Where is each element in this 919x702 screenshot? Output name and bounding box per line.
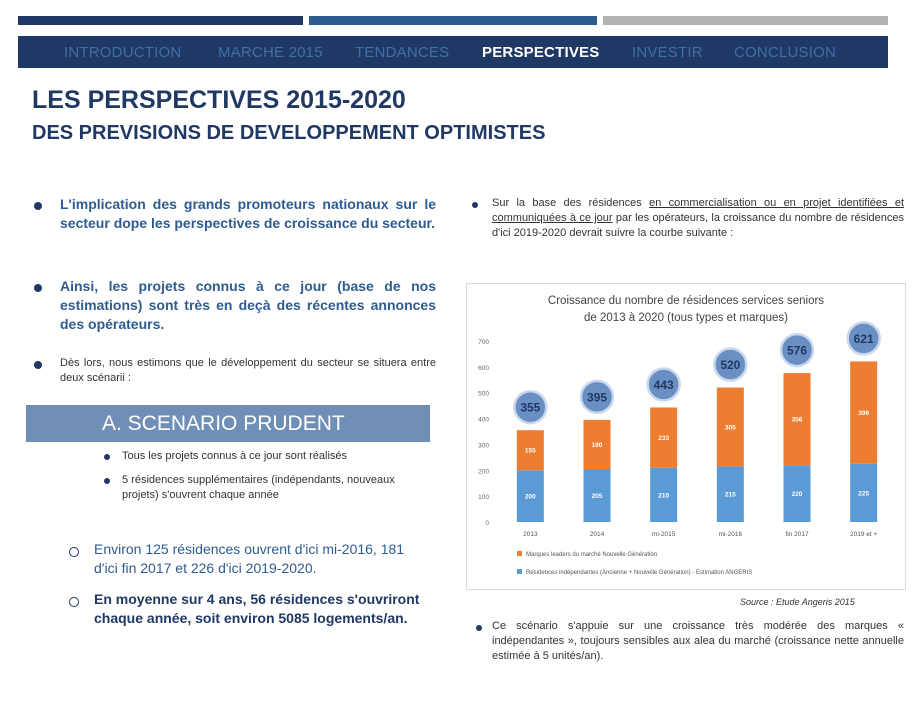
x-tick-label: 2019 et + xyxy=(850,531,877,538)
nav-item-conclusion[interactable]: CONCLUSION xyxy=(734,44,837,61)
scenario-header: A. SCENARIO PRUDENT xyxy=(26,405,430,442)
total-bubble xyxy=(779,332,815,368)
x-tick-label: mi-2015 xyxy=(652,531,676,538)
nav-item-introduction[interactable]: INTRODUCTION xyxy=(64,44,182,61)
growth-chart: Croissance du nombre de résidences servi… xyxy=(478,295,881,576)
y-tick-label: 400 xyxy=(478,417,489,424)
y-tick-label: 200 xyxy=(478,468,489,475)
outcome-1: Environ 125 résidences ouvrent d'ici mi-… xyxy=(94,541,405,576)
bar-value-label: 233 xyxy=(658,435,669,442)
scenario-title: A. SCENARIO PRUDENT xyxy=(102,411,345,435)
left-bullet-2: Ainsi, les projets connus à ce jour (bas… xyxy=(60,278,436,332)
nav-item-marche-2015[interactable]: MARCHE 2015 xyxy=(218,44,323,61)
y-tick-label: 300 xyxy=(478,442,489,449)
bar-segment-independantes xyxy=(650,467,678,522)
scenario-sub-2: 5 résidences supplémentaires (indépendan… xyxy=(122,474,395,501)
circle-bullet xyxy=(69,547,79,557)
x-tick-label: 2014 xyxy=(590,531,605,538)
page-subtitle: DES PREVISIONS DE DEVELOPPEMENT OPTIMIST… xyxy=(32,122,546,144)
total-bubble xyxy=(846,321,881,356)
y-tick-label: 600 xyxy=(478,365,489,372)
y-tick-label: 0 xyxy=(485,520,489,527)
x-tick-label: 2013 xyxy=(523,531,538,538)
bar-segment-marques xyxy=(516,430,544,471)
total-label: 621 xyxy=(854,332,874,346)
nav-item-tendances[interactable]: TENDANCES xyxy=(355,44,450,61)
bullet-dot xyxy=(104,454,110,460)
bullet-dot xyxy=(34,361,42,369)
top-bar-medium xyxy=(309,16,597,25)
bar-value-label: 190 xyxy=(592,442,603,449)
total-bubble xyxy=(713,347,748,382)
right-intro: Sur la base des résidences en commercial… xyxy=(492,196,904,241)
bar-value-label: 220 xyxy=(792,491,803,498)
nav-item-investir[interactable]: INVESTIR xyxy=(632,44,703,61)
total-label: 576 xyxy=(787,344,807,358)
total-label: 355 xyxy=(520,401,540,415)
chart-title: Croissance du nombre de résidences servi… xyxy=(548,295,824,307)
bar-value-label: 155 xyxy=(525,448,536,455)
outcome-2: En moyenne sur 4 ans, 56 résidences s'ou… xyxy=(94,591,420,626)
chart-container: Croissance du nombre de résidences servi… xyxy=(466,283,906,590)
bullet-dot xyxy=(472,202,478,208)
legend-swatch xyxy=(517,569,522,574)
left-bullet-3: Dès lors, nous estimons que le développe… xyxy=(60,357,436,384)
nav-item-perspectives[interactable]: PERSPECTIVES xyxy=(482,44,600,61)
bar-value-label: 225 xyxy=(858,490,869,497)
total-bubble xyxy=(513,389,548,425)
bar-value-label: 205 xyxy=(592,493,603,500)
bar-value-label: 210 xyxy=(658,492,669,499)
chart-title: de 2013 à 2020 (tous types et marques) xyxy=(584,312,788,324)
bar-segment-independantes xyxy=(716,466,744,522)
top-bar-dark xyxy=(18,16,303,25)
bar-value-label: 356 xyxy=(792,417,803,424)
bar-segment-independantes xyxy=(850,463,878,522)
bullet-dot xyxy=(104,478,110,484)
right-intro-pre: Sur la base des résidences xyxy=(492,197,650,209)
bar-segment-marques xyxy=(716,387,744,467)
total-label: 443 xyxy=(654,378,674,392)
circle-bullet xyxy=(69,597,79,607)
x-tick-label: fin 2017 xyxy=(785,531,809,538)
bar-value-label: 396 xyxy=(858,410,869,417)
legend-swatch xyxy=(517,551,522,556)
right-intro-post: par les opérateurs, la croissance du nom… xyxy=(492,212,904,239)
y-tick-label: 100 xyxy=(478,494,489,501)
bar-segment-marques xyxy=(583,419,611,469)
y-tick-label: 500 xyxy=(478,391,489,398)
bar-segment-marques xyxy=(783,373,811,466)
total-bubble xyxy=(646,367,681,402)
bar-value-label: 215 xyxy=(725,492,736,499)
right-bottom-bullet: Ce scénario s'appuie sur une croissance … xyxy=(492,620,904,662)
x-tick-label: mi-2016 xyxy=(719,531,743,538)
legend-label: Résidences indépendantes (Ancienne + Nou… xyxy=(526,570,752,576)
chart-source: Source : Etude Angeris 2015 xyxy=(740,597,855,607)
bullet-dot xyxy=(34,284,42,292)
total-label: 520 xyxy=(720,358,740,372)
total-label: 395 xyxy=(587,390,607,404)
bullet-dot xyxy=(476,625,482,631)
total-bubble xyxy=(579,379,615,415)
bullet-dot xyxy=(34,202,42,210)
bar-segment-independantes xyxy=(583,468,611,522)
section-nav: INTRODUCTION MARCHE 2015 TENDANCES PERSP… xyxy=(18,36,888,68)
right-intro-underlined: en commercialisation ou en projet identi… xyxy=(492,197,904,224)
bar-value-label: 305 xyxy=(725,424,736,431)
bar-segment-marques xyxy=(650,407,678,468)
bar-value-label: 200 xyxy=(525,494,536,501)
bar-segment-independantes xyxy=(516,470,544,522)
scenario-sub-1: Tous les projets connus à ce jour sont r… xyxy=(122,450,348,462)
bar-segment-independantes xyxy=(783,465,811,522)
page-title: LES PERSPECTIVES 2015-2020 xyxy=(32,86,406,114)
top-bar-light xyxy=(603,16,888,25)
legend-label: Marques leaders du marché Nouvelle Génér… xyxy=(526,552,657,558)
left-bullet-1: L'implication des grands promoteurs nati… xyxy=(60,196,436,231)
bar-segment-marques xyxy=(850,361,878,464)
y-tick-label: 700 xyxy=(478,339,489,346)
